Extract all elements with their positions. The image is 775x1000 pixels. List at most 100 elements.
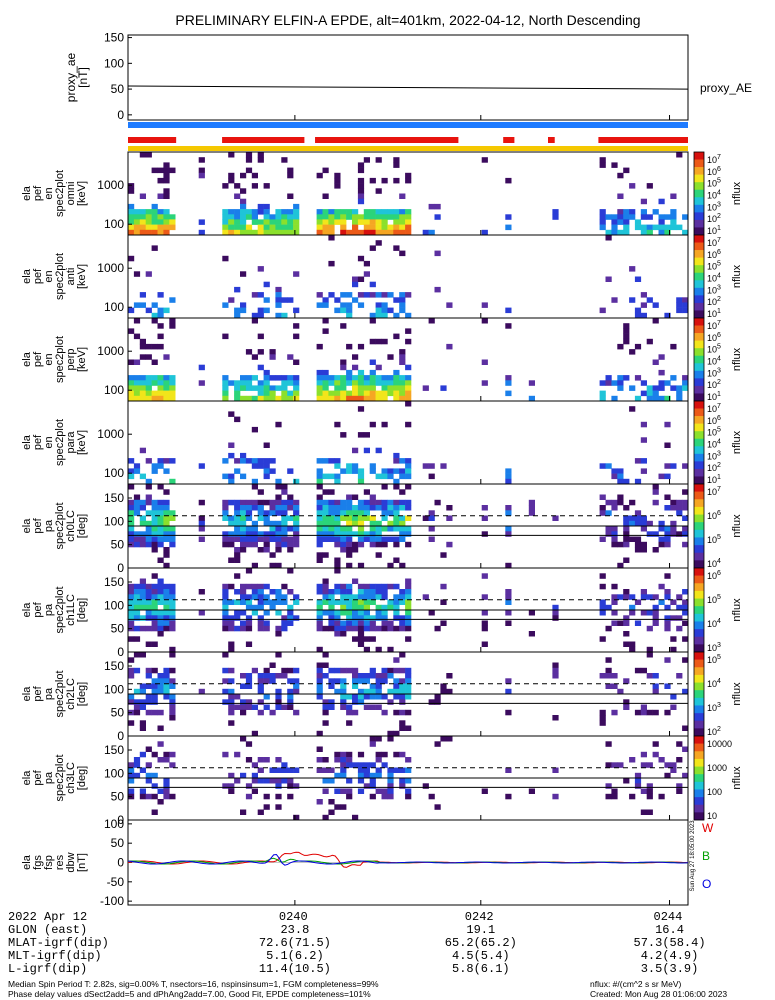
spectrogram-cell: [405, 778, 412, 784]
spectrogram-cell: [623, 541, 630, 548]
spectrogram-cell: [251, 426, 258, 433]
spectrogram-cell: [139, 751, 146, 758]
spectrogram-cell: [316, 229, 323, 236]
spectrogram-cell: [369, 673, 376, 679]
spectrogram-cell: [405, 673, 412, 679]
spectrogram-cell: [428, 536, 435, 542]
colorbar-tick-label: 105: [707, 534, 721, 545]
spectrogram-cell: [340, 704, 347, 710]
spectrogram-cell: [151, 209, 158, 215]
spectrogram-cell: [393, 375, 400, 381]
spectrogram-cell: [640, 229, 647, 236]
spectrogram-cell: [399, 380, 406, 386]
spectrogram-cell: [281, 583, 288, 590]
spectrogram-cell: [599, 214, 606, 220]
colorbar-tick-label: 106: [707, 510, 721, 521]
spectrogram-cell: [145, 604, 152, 611]
spectrogram-cell: [605, 499, 612, 506]
spectrogram-ylabel: [keV]: [76, 430, 88, 455]
spectrogram-cell: [157, 312, 164, 319]
spectrogram-cell: [334, 375, 341, 381]
spectrogram-cell: [422, 594, 429, 600]
spectrogram-tick-label: 100: [104, 598, 124, 612]
spectrogram-cell: [611, 788, 618, 794]
spectrogram-cell: [145, 354, 152, 360]
spectrogram-cell: [145, 709, 152, 716]
spectrogram-cell: [145, 385, 152, 391]
spectrogram-cell: [357, 385, 365, 391]
spectrogram-cell: [357, 531, 365, 537]
spectrogram-cell: [629, 536, 636, 542]
spectrogram-cell: [393, 583, 400, 590]
colorbar-segment: [694, 265, 704, 274]
spectrogram-cell: [251, 704, 258, 710]
spectrogram-cell: [375, 499, 382, 506]
spectrogram-cell: [405, 172, 412, 179]
spectrogram-cell: [169, 620, 176, 626]
spectrogram-cell: [322, 610, 329, 616]
spectrogram-cell: [375, 683, 382, 689]
spectrogram-ylabel: [deg]: [76, 682, 88, 706]
spectrogram-cell: [357, 478, 365, 485]
spectrogram-cell: [139, 292, 146, 298]
spectrogram-cell: [145, 610, 152, 616]
footer-line-1: Median Spin Period T: 2.82s, sig=0.00% T…: [8, 979, 379, 989]
spectrogram-cell: [352, 694, 359, 700]
spectrogram-cell: [145, 209, 152, 215]
spectrogram-cell: [552, 662, 559, 668]
spectrogram-cell: [405, 395, 412, 402]
spectrogram-cell: [357, 343, 365, 350]
spectrogram-cell: [275, 292, 282, 298]
spectrogram-cell: [128, 788, 135, 794]
spectrogram-cell: [275, 610, 282, 616]
spectrogram-cell: [617, 229, 624, 236]
spectrogram-cell: [340, 667, 347, 674]
spectrogram-cell: [676, 395, 683, 402]
spectrogram-cell: [676, 788, 683, 794]
proxy-ae-tick-label: 0: [117, 108, 124, 122]
spectrogram-cell: [169, 395, 176, 402]
spectrogram-cell: [163, 778, 170, 784]
spectrogram-cell: [281, 375, 288, 381]
colorbar-segment: [694, 159, 704, 168]
spectrogram-cell: [640, 667, 647, 674]
spectrogram-cell: [399, 767, 406, 773]
spectrogram-cell: [240, 673, 247, 679]
spectrogram-cell: [228, 152, 235, 158]
spectrogram-cell: [369, 318, 376, 324]
colorbar-tick-label: 104: [707, 558, 721, 569]
spectrogram-cell: [275, 594, 282, 600]
spectrogram-cell: [287, 678, 294, 684]
spectrogram-cell: [652, 594, 659, 600]
spectrogram-cell: [139, 302, 146, 308]
colorbar-segment: [694, 636, 704, 645]
spectrogram-cell: [399, 594, 406, 600]
spectrogram-cell: [322, 385, 329, 391]
spectrogram-cell: [646, 788, 653, 794]
spectrogram-cell: [151, 380, 158, 386]
spectrogram-cell: [157, 177, 164, 184]
colorbar-segment: [694, 401, 704, 409]
spectrogram-cell: [623, 333, 630, 340]
spectrogram-cell: [634, 510, 642, 516]
spectrogram-cell: [198, 364, 205, 371]
spectrogram-cell: [640, 380, 647, 386]
spectrogram-cell: [157, 688, 164, 695]
spectrogram-cell: [393, 219, 400, 225]
spectrogram-cell: [405, 604, 412, 611]
spectrogram-cell: [399, 193, 406, 199]
spectrogram-cell: [322, 709, 329, 716]
spectrogram-cell: [245, 704, 253, 710]
spectrogram-cell: [334, 183, 341, 189]
spectrogram-cell: [623, 338, 630, 345]
colorbar-segment: [694, 575, 704, 584]
spectrogram-cell: [640, 520, 647, 527]
spectrogram-cell: [599, 224, 606, 231]
spectrogram-cell: [399, 515, 406, 521]
spectrogram-cell: [528, 631, 535, 637]
spectrogram-cell: [481, 625, 488, 632]
spectrogram-cell: [357, 610, 365, 616]
spectrogram-cell: [169, 510, 176, 516]
spectrogram-cell: [281, 594, 288, 600]
spectrogram-cell: [357, 594, 365, 600]
